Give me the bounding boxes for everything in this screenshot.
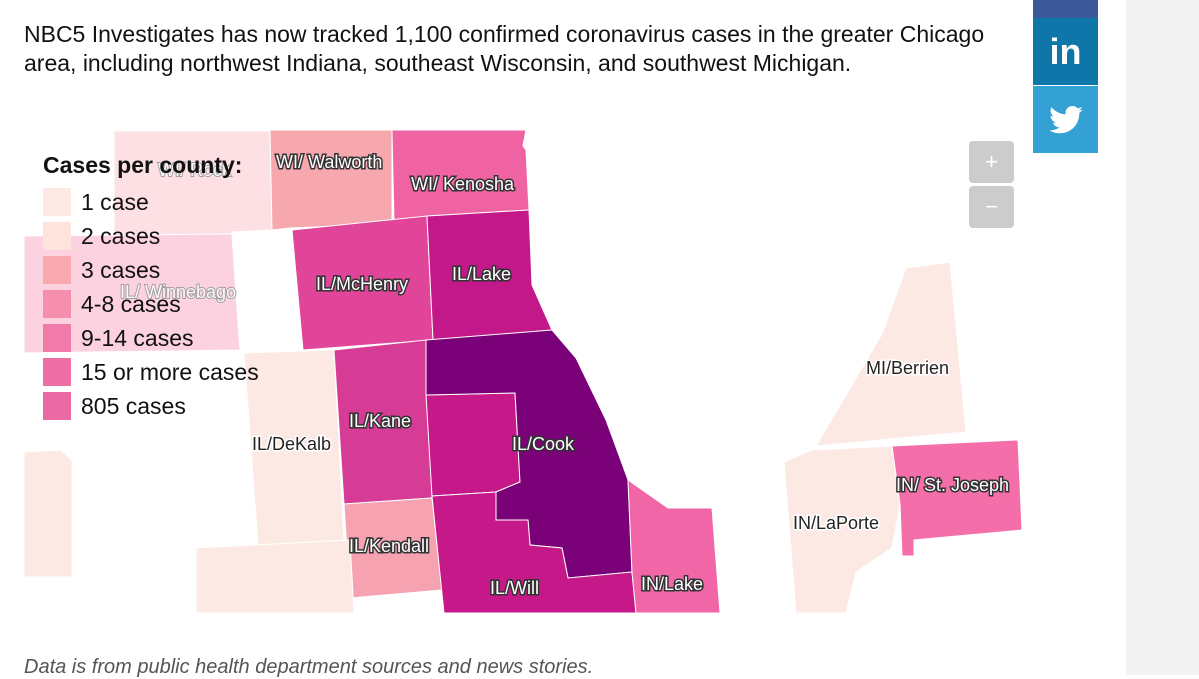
linkedin-share-button[interactable]: in [1033,18,1098,85]
legend-title: Cases per county: [43,152,243,178]
county-wi-walworth[interactable] [269,129,393,231]
legend-label: 805 cases [81,392,186,419]
twitter-icon [1048,105,1083,133]
label-il-kane: IL/Kane [349,411,411,431]
legend-swatch [43,358,71,386]
county-map[interactable]: WI/ Rock WI/ Walworth WI/ Kenosha IL/ Wi… [0,128,1030,618]
label-il-dekalb: IL/DeKalb [252,434,331,454]
legend-swatch [43,188,71,216]
legend-swatch [43,324,71,352]
label-wi-walworth: WI/ Walworth [276,152,382,172]
map-legend: Cases per county: 1 case 2 cases 3 cases… [43,152,259,423]
right-sidebar [1126,0,1199,675]
legend-label: 15 or more cases [81,358,259,385]
legend-item: 1 case [43,185,259,219]
legend-item: 9-14 cases [43,321,259,355]
legend-swatch [43,392,71,420]
legend-swatch [43,290,71,318]
zoom-out-button[interactable]: − [969,186,1014,228]
county-in-laporte[interactable] [783,445,901,614]
legend-item: 4-8 cases [43,287,259,321]
label-in-lake: IN/Lake [641,574,703,594]
label-il-kendall: IL/Kendall [349,536,429,556]
legend-label: 2 cases [81,222,161,249]
county-mi-berrien[interactable] [815,261,967,447]
county-il-west[interactable] [23,449,73,578]
legend-item: 805 cases [43,389,259,423]
footnote: Data is from public health department so… [24,656,594,678]
legend-label: 9-14 cases [81,324,194,351]
linkedin-icon: in [1049,30,1082,72]
label-wi-kenosha: WI/ Kenosha [411,174,515,194]
legend-swatch [43,256,71,284]
county-il-lake[interactable] [426,209,553,341]
county-in-st-joseph[interactable] [891,439,1023,557]
county-il-will[interactable] [431,491,637,614]
legend-label: 1 case [81,188,149,215]
label-il-winnebago: IL/ Winnebago [120,282,236,302]
zoom-in-button[interactable]: + [969,141,1014,183]
legend-label: 4-8 cases [81,290,181,317]
label-il-mchenry: IL/McHenry [316,274,408,294]
intro-text: NBC5 Investigates has now tracked 1,100 … [24,21,985,76]
label-in-laporte: IN/LaPorte [793,513,879,533]
facebook-share-button[interactable] [1033,0,1098,18]
county-in-lake[interactable] [627,479,721,614]
legend-swatch [43,222,71,250]
label-in-st-joseph: IN/ St. Joseph [896,475,1009,495]
label-wi-rock: WI/ Rock [158,160,232,180]
county-il-boone[interactable] [231,229,301,351]
twitter-share-button[interactable] [1033,86,1098,153]
label-il-cook: IL/Cook [512,434,575,454]
legend-label: 3 cases [81,256,161,283]
legend-item: 3 cases [43,253,259,287]
label-il-will: IL/Will [490,578,539,598]
county-il-lasalle[interactable] [195,539,355,614]
label-mi-berrien: MI/Berrien [866,358,949,378]
legend-item: 2 cases [43,219,259,253]
label-il-lake: IL/Lake [452,264,511,284]
county-il-dupage[interactable] [425,392,521,497]
legend-item: 15 or more cases [43,355,259,389]
